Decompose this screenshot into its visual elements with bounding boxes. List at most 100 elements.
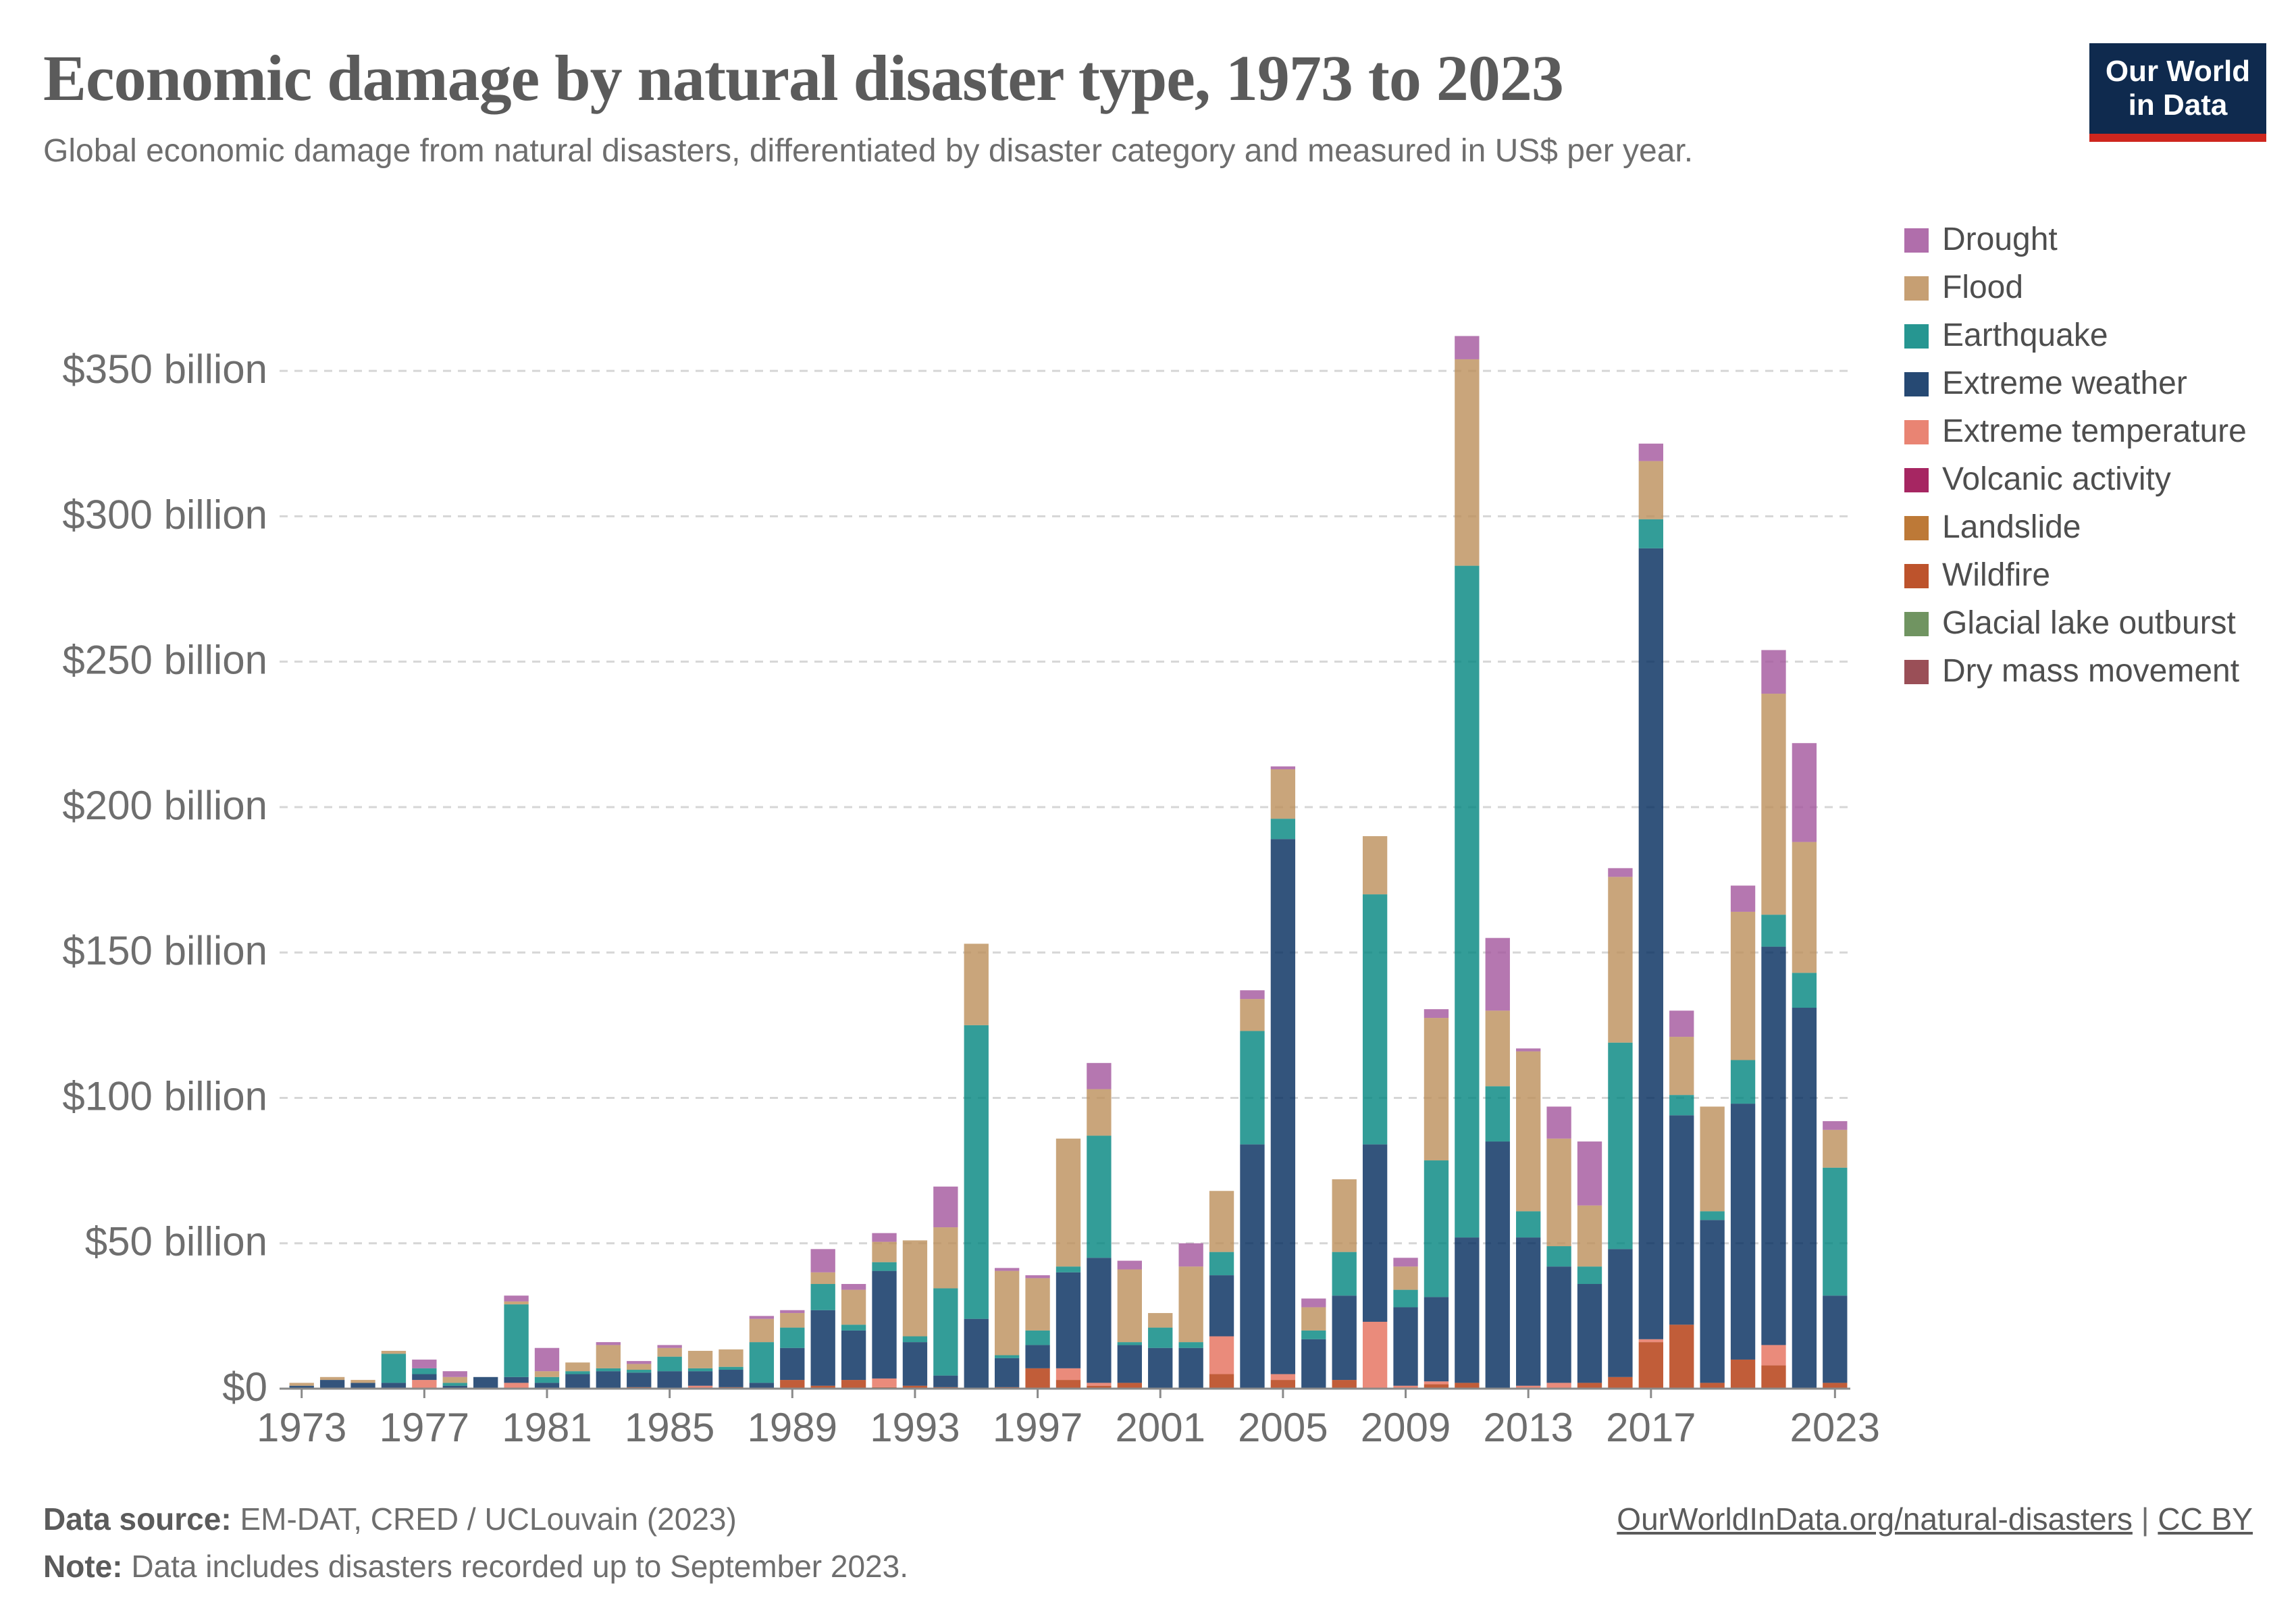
bar-segment[interactable]	[1055, 1266, 1081, 1272]
bar-segment[interactable]	[1700, 1211, 1725, 1220]
bar-segment[interactable]	[1577, 1383, 1602, 1389]
bar-segment[interactable]	[412, 1374, 437, 1381]
bar-segment[interactable]	[1608, 1042, 1633, 1250]
bar-segment[interactable]	[504, 1383, 529, 1389]
bar-segment[interactable]	[749, 1383, 775, 1389]
bar-segment[interactable]	[442, 1376, 467, 1383]
bar-segment[interactable]	[1055, 1368, 1081, 1381]
bar-segment[interactable]	[872, 1270, 897, 1379]
bar-segment[interactable]	[1792, 743, 1817, 842]
bar-segment[interactable]	[534, 1383, 560, 1389]
bar-segment[interactable]	[1761, 650, 1786, 694]
bar-segment[interactable]	[381, 1351, 407, 1354]
bar-segment[interactable]	[1455, 359, 1480, 566]
bar-segment[interactable]	[657, 1371, 682, 1389]
bar-segment[interactable]	[810, 1310, 835, 1386]
bar-segment[interactable]	[596, 1345, 621, 1368]
bar-segment[interactable]	[1055, 1138, 1081, 1267]
bar-segment[interactable]	[1424, 1381, 1449, 1385]
bar-segment[interactable]	[1393, 1289, 1418, 1308]
bar-segment[interactable]	[687, 1385, 713, 1389]
bar-segment[interactable]	[1792, 973, 1817, 1008]
bar-segment[interactable]	[964, 1025, 989, 1319]
bar-segment[interactable]	[442, 1371, 467, 1377]
bar-segment[interactable]	[780, 1313, 805, 1328]
bar-segment[interactable]	[1209, 1374, 1234, 1389]
bar-segment[interactable]	[841, 1380, 866, 1389]
bar-segment[interactable]	[1393, 1307, 1418, 1386]
bar-segment[interactable]	[596, 1342, 621, 1345]
bar-segment[interactable]	[350, 1380, 375, 1383]
bar-segment[interactable]	[1117, 1345, 1142, 1383]
bar-segment[interactable]	[1638, 443, 1663, 461]
bar-segment[interactable]	[995, 1358, 1020, 1387]
bar-segment[interactable]	[1393, 1258, 1418, 1267]
bar-segment[interactable]	[1577, 1266, 1602, 1285]
bar-segment[interactable]	[1700, 1106, 1725, 1212]
legend-label[interactable]: Dry mass movement	[1942, 653, 2239, 689]
bar-segment[interactable]	[534, 1347, 560, 1372]
bar-segment[interactable]	[1700, 1220, 1725, 1383]
bar-segment[interactable]	[902, 1336, 928, 1343]
bar-segment[interactable]	[1240, 1144, 1265, 1389]
bar-segment[interactable]	[1669, 1037, 1694, 1096]
legend-label[interactable]: Flood	[1942, 269, 2023, 305]
bar-segment[interactable]	[1209, 1191, 1234, 1252]
bar-segment[interactable]	[749, 1316, 775, 1319]
bar-segment[interactable]	[1516, 1385, 1541, 1389]
bar-segment[interactable]	[1148, 1327, 1173, 1348]
legend-label[interactable]: Landslide	[1942, 509, 2081, 545]
bar-segment[interactable]	[1332, 1252, 1357, 1296]
bar-segment[interactable]	[1638, 1339, 1663, 1343]
bar-segment[interactable]	[1761, 1365, 1786, 1389]
bar-segment[interactable]	[933, 1227, 958, 1289]
bar-segment[interactable]	[627, 1364, 652, 1370]
bar-segment[interactable]	[1792, 842, 1817, 973]
bar-segment[interactable]	[995, 1268, 1020, 1271]
bar-segment[interactable]	[1485, 937, 1510, 1011]
bar-segment[interactable]	[350, 1383, 375, 1389]
bar-segment[interactable]	[933, 1288, 958, 1376]
bar-segment[interactable]	[1546, 1266, 1571, 1383]
bar-segment[interactable]	[1301, 1339, 1326, 1389]
bar-segment[interactable]	[1270, 769, 1296, 819]
bar-segment[interactable]	[289, 1385, 314, 1389]
bar-segment[interactable]	[1209, 1275, 1234, 1337]
bar-segment[interactable]	[1516, 1051, 1541, 1212]
bar-segment[interactable]	[1301, 1307, 1326, 1331]
legend-label[interactable]: Wildfire	[1942, 557, 2050, 593]
bar-segment[interactable]	[1332, 1179, 1357, 1252]
bar-segment[interactable]	[872, 1262, 897, 1271]
bar-segment[interactable]	[780, 1347, 805, 1381]
bar-segment[interactable]	[412, 1359, 437, 1368]
bar-segment[interactable]	[319, 1376, 345, 1381]
legend-label[interactable]: Glacial lake outburst	[1942, 605, 2236, 641]
bar-segment[interactable]	[1455, 1237, 1480, 1383]
bar-segment[interactable]	[1761, 1345, 1786, 1366]
bar-segment[interactable]	[1577, 1205, 1602, 1267]
bar-segment[interactable]	[1240, 990, 1265, 1000]
bar-segment[interactable]	[1823, 1383, 1848, 1389]
bar-segment[interactable]	[627, 1361, 652, 1364]
bar-segment[interactable]	[1730, 885, 1756, 912]
bar-segment[interactable]	[1270, 766, 1296, 769]
bar-segment[interactable]	[1730, 911, 1756, 1060]
bar-segment[interactable]	[289, 1383, 314, 1386]
bar-segment[interactable]	[1025, 1368, 1050, 1389]
bar-segment[interactable]	[657, 1345, 682, 1348]
bar-segment[interactable]	[657, 1356, 682, 1372]
bar-segment[interactable]	[780, 1327, 805, 1348]
bar-segment[interactable]	[1087, 1089, 1112, 1136]
bar-segment[interactable]	[1240, 999, 1265, 1031]
bar-segment[interactable]	[1270, 839, 1296, 1374]
bar-segment[interactable]	[841, 1289, 866, 1325]
bar-segment[interactable]	[810, 1284, 835, 1310]
bar-segment[interactable]	[1823, 1295, 1848, 1383]
bar-segment[interactable]	[1424, 1297, 1449, 1382]
bar-segment[interactable]	[534, 1371, 560, 1377]
bar-segment[interactable]	[1332, 1295, 1357, 1381]
bar-segment[interactable]	[687, 1371, 713, 1386]
bar-segment[interactable]	[1393, 1266, 1418, 1290]
bar-segment[interactable]	[473, 1376, 498, 1389]
bar-segment[interactable]	[1761, 694, 1786, 915]
